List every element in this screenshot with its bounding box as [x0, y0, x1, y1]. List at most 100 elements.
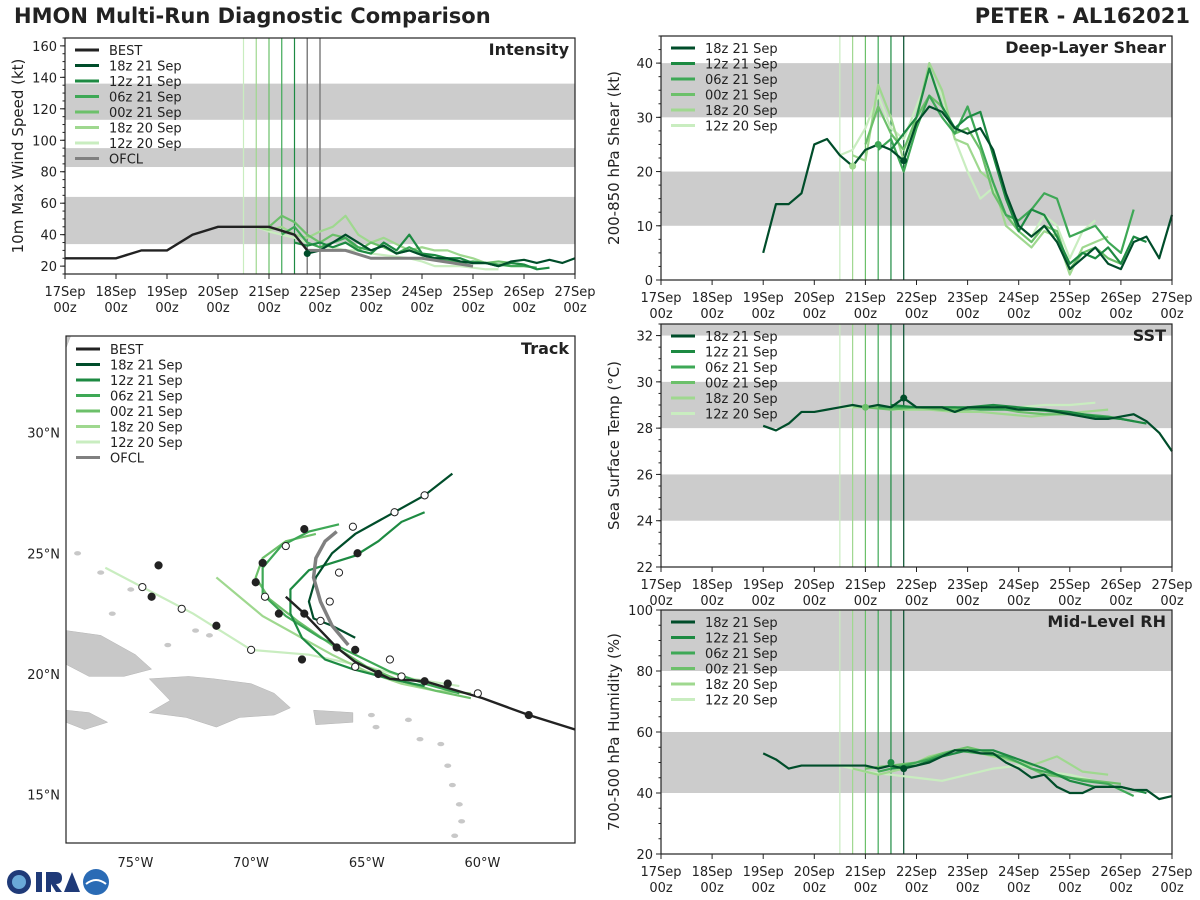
y-tick-label: 22 [636, 561, 653, 576]
x-tick-label: 00z [410, 301, 434, 316]
x-tick-label: 25Sep [452, 285, 493, 300]
x-tick-label: 26Sep [1100, 865, 1141, 880]
x-tick-label: 00z [1007, 307, 1031, 322]
chart-title: HMON Multi-Run Diagnostic Comparison [14, 4, 491, 28]
lat-tick-label: 20°N [27, 668, 60, 683]
x-tick-label: 17Sep [640, 578, 681, 593]
track-marker [351, 645, 360, 654]
x-tick-label: 17Sep [640, 291, 681, 306]
legend-label: 18z 21 Sep [705, 616, 778, 631]
track-marker [348, 522, 357, 531]
x-tick-label: 00z [956, 307, 980, 322]
track-marker [297, 655, 307, 664]
x-tick-label: 00z [1007, 594, 1031, 609]
x-tick-label: 00z [1160, 594, 1184, 609]
y-tick-label: 140 [32, 71, 57, 86]
shade-band [661, 171, 1172, 226]
y-axis-label: 200-850 hPa Shear (kt) [605, 71, 623, 245]
x-tick-label: 24Sep [401, 285, 442, 300]
legend-label: 18z 20 Sep [109, 122, 182, 137]
x-tick-label: 00z [649, 881, 673, 896]
series-marker [900, 394, 908, 402]
x-tick-label: 17Sep [44, 285, 85, 300]
track-map [66, 336, 575, 838]
series-line [255, 214, 512, 266]
track-marker [524, 710, 533, 720]
y-tick-label: 20 [40, 260, 57, 275]
x-tick-label: 22Sep [896, 578, 937, 593]
x-tick-label: 27Sep [1151, 291, 1192, 306]
storm-id: PETER - AL162021 [974, 4, 1190, 28]
y-tick-label: 32 [636, 330, 653, 345]
panel-title: Deep-Layer Shear [1005, 38, 1166, 57]
x-tick-label: 00z [1109, 881, 1133, 896]
x-tick-label: 27Sep [554, 285, 595, 300]
track-marker [420, 677, 429, 686]
y-tick-label: 40 [636, 787, 653, 802]
land-mass [148, 676, 291, 728]
series-marker [303, 250, 311, 258]
y-tick-label: 0 [645, 274, 653, 289]
legend-label: 18z 21 Sep [109, 60, 182, 75]
x-tick-label: 00z [563, 301, 587, 316]
island [372, 724, 380, 730]
x-tick-label: 00z [53, 301, 77, 316]
y-tick-label: 60 [636, 726, 653, 741]
x-tick-label: 23Sep [947, 865, 988, 880]
x-tick-label: 19Sep [146, 285, 187, 300]
series-line [762, 396, 1173, 452]
track-marker [147, 592, 156, 601]
legend-label: 12z 20 Sep [705, 120, 778, 135]
series-marker [849, 162, 857, 170]
x-tick-label: 00z [512, 301, 536, 316]
ofcl-track [311, 530, 350, 647]
x-tick-label: 22Sep [299, 285, 340, 300]
shade-band [661, 381, 1172, 429]
x-tick-label: 00z [956, 881, 980, 896]
map-frame [65, 335, 576, 844]
sst-panel: 22242628303217Sep00z18Sep00z19Sep00z20Se… [605, 323, 1193, 609]
x-tick-label: 00z [1109, 307, 1133, 322]
track-marker [281, 541, 290, 551]
series-line [762, 749, 1173, 801]
lon-tick-label: 75°W [117, 856, 153, 871]
x-tick-label: 22Sep [896, 291, 937, 306]
x-tick-label: 26Sep [1100, 291, 1141, 306]
y-tick-label: 10 [636, 220, 653, 235]
y-tick-label: 20 [636, 848, 653, 863]
x-tick-label: 20Sep [794, 578, 835, 593]
track-marker [251, 578, 260, 587]
island [437, 741, 445, 747]
island [205, 633, 213, 638]
track-marker [325, 597, 334, 606]
track-marker [154, 561, 163, 570]
legend-label: 00z 21 Sep [705, 663, 778, 678]
series-line [839, 72, 1097, 260]
x-tick-label: 21Sep [845, 291, 886, 306]
rh-panel: 2040608010017Sep00z18Sep00z19Sep00z20Sep… [605, 604, 1193, 896]
x-tick-label: 21Sep [248, 285, 289, 300]
x-tick-label: 23Sep [947, 291, 988, 306]
island [127, 587, 135, 592]
x-tick-label: 00z [649, 594, 673, 609]
y-tick-label: 24 [636, 515, 653, 530]
best-line [65, 225, 309, 260]
x-tick-label: 00z [461, 301, 485, 316]
series-line [864, 94, 1122, 271]
x-tick-label: 00z [752, 594, 776, 609]
legend-label: 12z 20 Sep [109, 137, 182, 152]
x-tick-label: 00z [206, 301, 230, 316]
x-tick-label: 21Sep [845, 578, 886, 593]
lat-tick-label: 25°N [27, 547, 60, 562]
x-tick-label: 00z [1058, 307, 1082, 322]
y-axis-label: 700-500 hPa Humidity (%) [605, 633, 623, 831]
x-tick-label: 21Sep [845, 865, 886, 880]
track-marker [212, 621, 221, 630]
x-tick-label: 00z [854, 307, 878, 322]
series-marker [861, 403, 869, 411]
x-tick-label: 00z [700, 594, 724, 609]
y-tick-label: 40 [636, 57, 653, 72]
x-tick-label: 20Sep [794, 865, 835, 880]
legend-label: BEST [110, 343, 143, 358]
lon-tick-label: 70°W [233, 856, 269, 871]
